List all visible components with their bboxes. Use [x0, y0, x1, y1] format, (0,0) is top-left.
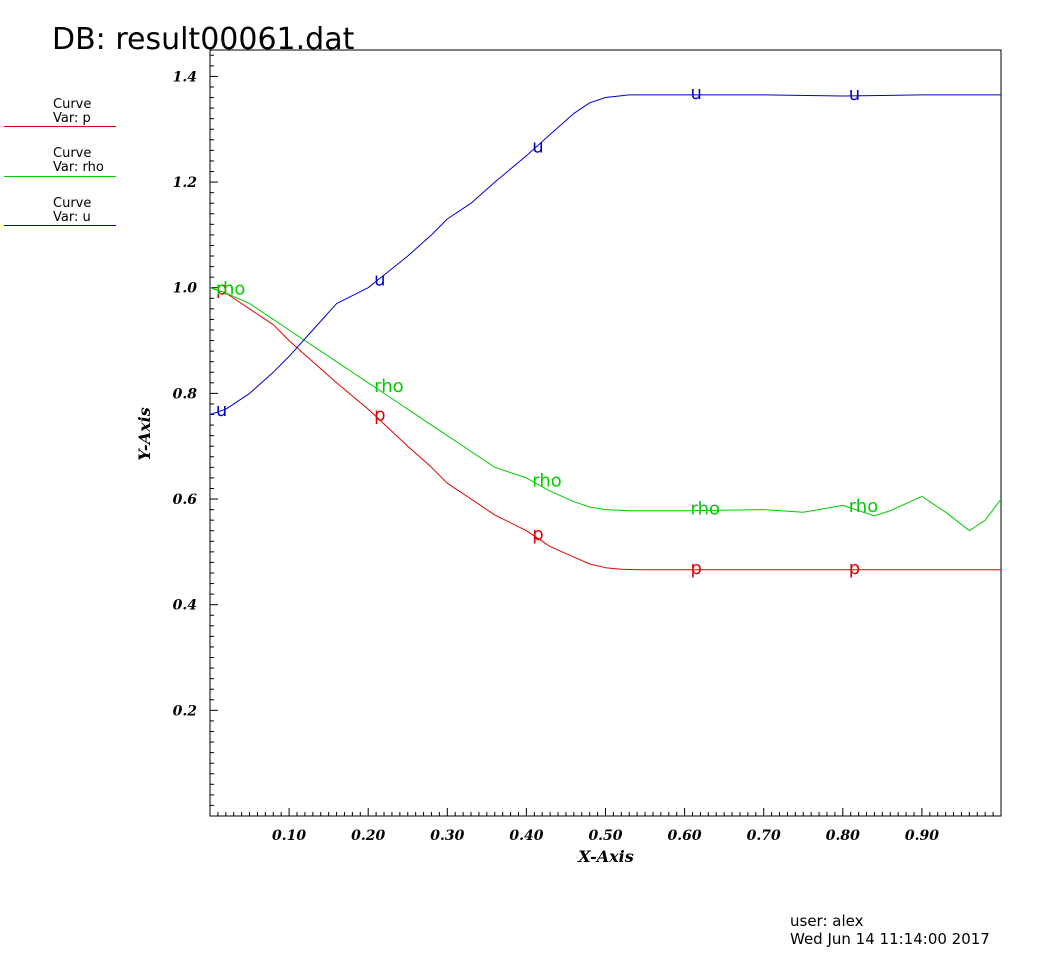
chart-title: DB: result00061.dat: [52, 22, 355, 57]
series-line-u: [209, 94, 1001, 415]
x-tick-label: 0.70: [747, 828, 781, 844]
series-marker-label-u: u: [374, 269, 385, 290]
y-tick-label: 1.4: [173, 69, 197, 85]
y-axis-label: Y-Axis: [135, 407, 154, 461]
series-marker-label-rho: rho: [532, 470, 562, 491]
series-line-rho: [209, 287, 1002, 532]
tick-label-layer: 0.10 0.20 0.30 0.40 0.50 0.60 0.70 0.80 0.90 0.2 0…: [173, 69, 940, 844]
legend-line-rho: [4, 176, 116, 177]
x-tick-label: 0.30: [430, 828, 464, 844]
series-marker-label-rho: rho: [691, 499, 721, 520]
series-marker-label-u: u: [216, 400, 227, 421]
legend-entry-p: Curve Var: p: [4, 96, 116, 127]
x-tick-label: 0.80: [826, 828, 860, 844]
y-tick-label: 1.0: [173, 281, 198, 297]
series-marker-label-rho: rho: [374, 376, 404, 397]
y-tick-label: 1.2: [173, 175, 198, 191]
footer-user: user: alex: [790, 912, 864, 930]
x-tick-label: 0.40: [509, 828, 543, 844]
series-marker-label-rho: rho: [216, 278, 246, 299]
footer-date: Wed Jun 14 11:14:00 2017: [790, 930, 990, 948]
x-tick-label: 0.10: [272, 828, 306, 844]
y-tick-label: 0.2: [173, 703, 198, 719]
series-marker-label-p: p: [532, 524, 543, 545]
legend-var-label: Var: u: [53, 210, 91, 225]
x-axis-label: X-Axis: [577, 847, 634, 866]
x-tick-label: 0.50: [588, 828, 622, 844]
axis-ticks: [210, 54, 994, 816]
x-tick-label: 0.20: [351, 828, 385, 844]
series-line-p: [209, 287, 1001, 571]
legend-curve-label: Curve: [53, 146, 92, 161]
x-tick-label: 0.90: [905, 828, 939, 844]
x-tick-label: 0.60: [668, 828, 702, 844]
legend-curve-label: Curve: [53, 196, 92, 211]
series-marker-label-p: p: [691, 558, 702, 579]
series-marker-label-p: p: [374, 405, 385, 426]
legend-curve-label: Curve: [53, 97, 92, 112]
series-marker-label-p: p: [849, 558, 860, 579]
legend-entry-rho: Curve Var: rho: [4, 145, 116, 177]
legend-var-label: Var: rho: [53, 160, 104, 175]
legend-var-label: Var: p: [53, 111, 91, 126]
legend-line-p: [4, 126, 116, 127]
series-marker-label-u: u: [532, 137, 543, 158]
series-marker-label-u: u: [849, 84, 860, 105]
y-tick-label: 0.6: [173, 492, 198, 508]
legend-line-u: [4, 225, 116, 226]
series-marker-label-rho: rho: [849, 496, 879, 517]
legend-entry-u: Curve Var: u: [4, 195, 116, 226]
y-tick-label: 0.4: [173, 598, 197, 614]
y-tick-label: 0.8: [173, 386, 198, 402]
series-marker-label-p: p: [216, 278, 227, 299]
series-marker-label-u: u: [691, 83, 702, 104]
plot-frame: [209, 49, 1002, 817]
